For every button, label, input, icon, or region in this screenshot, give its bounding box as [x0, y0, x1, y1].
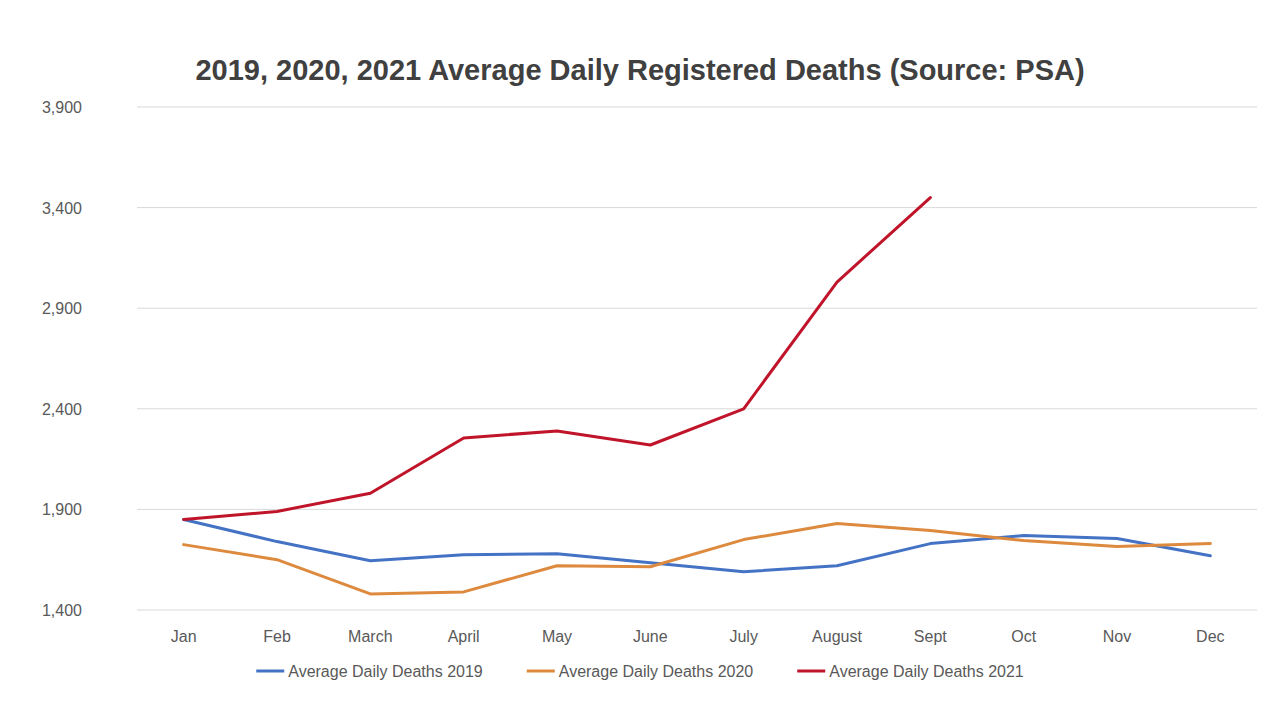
- grid-line: [137, 509, 1257, 510]
- y-tick-label: 3,400: [42, 200, 82, 217]
- x-tick-label: Jan: [171, 628, 197, 645]
- x-tick-label: Oct: [1011, 628, 1036, 645]
- x-tick-label: Nov: [1103, 628, 1131, 645]
- legend-swatch: [256, 670, 284, 673]
- x-tick-label: August: [812, 628, 862, 645]
- series-line: [184, 519, 1211, 571]
- legend: Average Daily Deaths 2019 Average Daily D…: [256, 663, 1024, 680]
- title: 2019, 2020, 2021 Average Daily Registere…: [195, 54, 1084, 86]
- chart: 2019, 2020, 2021 Average Daily Registere…: [0, 0, 1280, 720]
- legend-swatch: [527, 670, 555, 673]
- y-tick-label: 1,400: [42, 602, 82, 619]
- legend-label: Average Daily Deaths 2020: [559, 663, 754, 680]
- legend-item: Average Daily Deaths 2021: [797, 663, 1024, 680]
- grid-line: [137, 408, 1257, 409]
- grid: [137, 107, 1257, 610]
- series-line: [184, 523, 1211, 593]
- x-tick-label: May: [542, 628, 572, 645]
- series-lines: [184, 198, 1211, 594]
- legend-item: Average Daily Deaths 2020: [527, 663, 754, 680]
- y-tick-label: 2,900: [42, 300, 82, 317]
- x-tick-label: June: [633, 628, 668, 645]
- x-tick-label: March: [348, 628, 392, 645]
- legend-label: Average Daily Deaths 2019: [288, 663, 483, 680]
- x-tick-label: Sept: [914, 628, 947, 645]
- series-line: [184, 198, 931, 520]
- x-tick-label: Feb: [263, 628, 291, 645]
- x-tick-label: July: [729, 628, 757, 645]
- grid-line: [137, 610, 1257, 611]
- legend-item: Average Daily Deaths 2019: [256, 663, 483, 680]
- grid-line: [137, 107, 1257, 108]
- grid-line: [137, 207, 1257, 208]
- y-tick-label: 1,900: [42, 501, 82, 518]
- x-tick-label: Dec: [1196, 628, 1224, 645]
- x-tick-label: April: [448, 628, 480, 645]
- legend-label: Average Daily Deaths 2021: [829, 663, 1024, 680]
- y-tick-label: 3,900: [42, 99, 82, 116]
- y-tick-label: 2,400: [42, 401, 82, 418]
- legend-swatch: [797, 670, 825, 673]
- grid-line: [137, 308, 1257, 309]
